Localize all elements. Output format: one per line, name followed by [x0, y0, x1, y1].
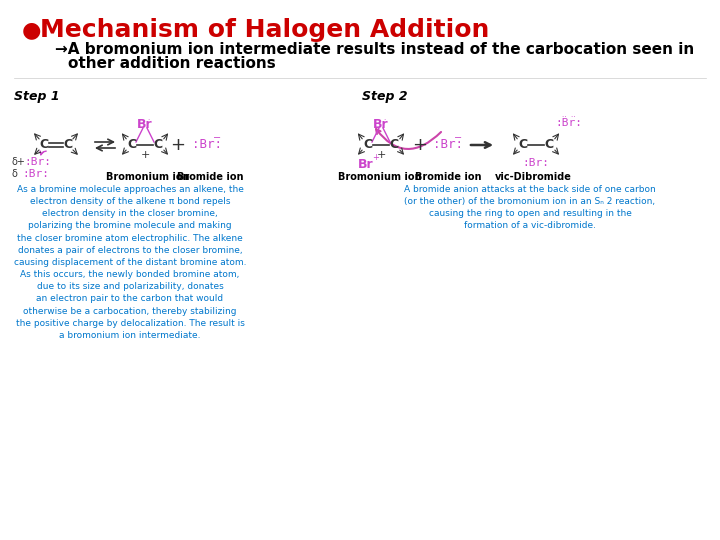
Bar [5, 80, 715, 535]
FancyArrowPatch shape [376, 129, 441, 149]
Text: C: C [544, 138, 554, 152]
Text: Step 1: Step 1 [14, 90, 60, 103]
Text: .  .: . . [361, 168, 372, 178]
Text: −: − [454, 133, 462, 143]
Text: C: C [63, 138, 73, 152]
Text: :Br:: :Br: [22, 169, 49, 179]
Text: Br: Br [138, 118, 153, 132]
Text: other addition reactions: other addition reactions [68, 57, 276, 71]
Text: →A bromonium ion intermediate results instead of the carbocation seen in: →A bromonium ion intermediate results in… [55, 43, 694, 57]
Text: :Br:: :Br: [24, 157, 51, 167]
Text: Bromide ion: Bromide ion [415, 172, 481, 182]
Text: C: C [364, 138, 372, 152]
Text: :Br:: :Br: [433, 138, 463, 152]
Text: Mechanism of Halogen Addition: Mechanism of Halogen Addition [40, 18, 490, 42]
Text: ..  ..: .. .. [562, 112, 576, 118]
Text: ●: ● [22, 20, 41, 40]
Text: vic-Dibromide: vic-Dibromide [495, 172, 572, 182]
Text: +: + [171, 136, 186, 154]
Text: .  .: . . [140, 113, 150, 123]
Text: C: C [153, 138, 163, 152]
Text: A bromide anion attacks at the back side of one carbon
(or the other) of the bro: A bromide anion attacks at the back side… [404, 185, 656, 231]
Text: +: + [140, 150, 150, 160]
Text: :Br:: :Br: [523, 158, 549, 168]
Text: Bromonium ion: Bromonium ion [107, 172, 190, 182]
Text: :Br:: :Br: [556, 118, 582, 128]
Text: Bromonium ion: Bromonium ion [338, 172, 422, 182]
Text: C: C [40, 138, 48, 152]
Text: As a bromine molecule approaches an alkene, the
electron density of the alkene π: As a bromine molecule approaches an alke… [14, 185, 246, 340]
Text: δ: δ [12, 169, 18, 179]
FancyArrowPatch shape [40, 151, 46, 155]
Text: +: + [377, 150, 386, 160]
Text: Bromide ion: Bromide ion [176, 172, 243, 182]
Text: C: C [127, 138, 137, 152]
Text: δ+: δ+ [12, 157, 26, 167]
Text: C: C [518, 138, 528, 152]
Text: +: + [372, 153, 379, 163]
Text: .  .: . . [376, 113, 386, 123]
Text: Br: Br [373, 118, 389, 132]
Text: Br: Br [358, 159, 374, 172]
Text: +: + [413, 136, 428, 154]
Text: :Br:: :Br: [192, 138, 222, 152]
Text: −: − [213, 133, 221, 143]
Text: Step 2: Step 2 [362, 90, 408, 103]
Text: C: C [390, 138, 399, 152]
